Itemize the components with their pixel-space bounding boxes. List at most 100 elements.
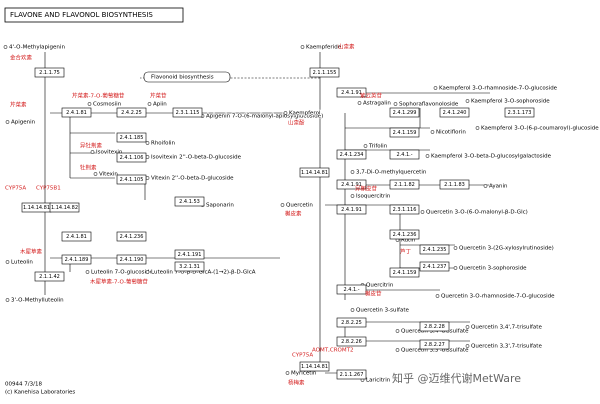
compound-label: Kaempferol 3-O-beta-D-glucosylgalactosid…	[431, 154, 552, 160]
compound-label: Quercetin 3-O-(6-O-malonyl-β-D-Glc)	[426, 210, 528, 216]
compound-dot	[395, 329, 400, 333]
compound-label: 4'-O-Methylapigenin	[9, 45, 65, 51]
enzyme-label: 1.14.14.81	[301, 364, 328, 370]
compound-label: Rhoifolin	[151, 141, 176, 147]
compound-dot	[87, 102, 92, 106]
compound-dot	[147, 102, 152, 106]
compound-dot	[453, 246, 458, 250]
enzyme-label: 2.4.1.53	[179, 199, 200, 205]
enzyme-box	[419, 244, 450, 255]
compound-dot	[5, 298, 10, 302]
compound-label: Kaempferide	[306, 45, 342, 51]
compound-dot	[145, 270, 150, 274]
enzyme-label: 2.4.1.-	[396, 152, 412, 158]
compound-label: 3,7-Di-O-methylquercetin	[356, 170, 427, 176]
compound-dot	[5, 120, 10, 124]
enzyme-box	[116, 254, 147, 265]
enzyme-box	[389, 204, 420, 215]
compound-label: Quercetin 3,3'-bissulfate	[401, 348, 469, 354]
compound-dot	[350, 170, 355, 174]
enzyme-label: 2.4.1.91	[341, 182, 362, 188]
annotation: AOMT,CROMT2	[312, 348, 353, 354]
compound-dot	[5, 260, 10, 264]
compound-label: Quercetin 3,4'-bissulfate	[401, 329, 469, 335]
enzyme-box	[419, 321, 450, 332]
enzyme-box	[336, 204, 367, 215]
enzyme-label: 2.3.1.173	[508, 110, 532, 116]
compound-dot	[420, 210, 425, 214]
compound-label: Apigenin 7-O-(6-malonyl-apiosylglucoside…	[206, 114, 323, 120]
enzyme-box	[116, 174, 147, 185]
enzyme-label: 2.3.1.115	[176, 110, 200, 116]
compound-label: Isovitexin	[96, 150, 123, 156]
enzyme-box	[174, 249, 205, 260]
enzyme-label: 2.1.1.42	[39, 274, 60, 280]
compound-dot	[453, 266, 458, 270]
compound-label: Vitexin	[99, 172, 118, 178]
enzyme-label: 2.4.1.235	[423, 247, 447, 253]
enzyme-box	[61, 231, 92, 242]
compound-dot	[425, 154, 430, 158]
compound-label: Laricitrin	[366, 378, 391, 384]
enzyme-label: 2.8.2.26	[341, 339, 362, 345]
compound-label: Quercetin 3-sulfate	[356, 308, 409, 314]
compound-dot	[93, 172, 98, 176]
compound-dot	[350, 194, 355, 198]
annotation: 紫云英苷	[360, 92, 383, 100]
compound-dot	[357, 101, 362, 105]
enzyme-label: 2.8.2.27	[424, 342, 445, 348]
enzyme-label: 2.4.1.105	[120, 177, 144, 183]
enzyme-box	[34, 67, 65, 78]
enzyme-box	[419, 261, 450, 272]
compound-label: Kaempferol	[289, 111, 321, 117]
enzyme-label: 1.14.14.81	[23, 205, 50, 211]
compound-label: Flavonoid biosynthesis	[151, 75, 214, 81]
annotation: 异牡荆素	[80, 142, 103, 150]
enzyme-box	[61, 254, 92, 265]
watermark: 知乎 @迈维代谢MetWare	[392, 371, 521, 385]
enzyme-label: 2.4.1.81	[66, 234, 87, 240]
enzyme-box	[389, 107, 420, 118]
enzyme-box	[389, 179, 420, 190]
enzyme-label: 2.4.1.-	[343, 287, 359, 293]
compound-dot	[465, 99, 470, 103]
enzyme-box	[174, 196, 205, 207]
compound-label: Cosmosiin	[93, 102, 122, 108]
compound-dot	[145, 155, 150, 159]
compound-label: Kaempferol 3-O-(6-p-coumaroyl)-glucoside	[481, 126, 599, 132]
compound-dot	[393, 102, 398, 106]
compound-dot	[433, 86, 438, 90]
compound-label: Isovitexin 2''-O-beta-D-glucoside	[151, 155, 242, 161]
enzyme-box	[336, 87, 367, 98]
enzyme-box	[116, 231, 147, 242]
enzyme-box	[61, 107, 92, 118]
enzyme-label: 2.1.1.75	[39, 70, 60, 76]
compound-dot	[145, 141, 150, 145]
enzyme-label: 2.4.1.234	[340, 152, 364, 158]
enzyme-box	[389, 229, 420, 240]
enzyme-label: 2.4.1.91	[341, 207, 362, 213]
compound-label: Luteolin	[11, 260, 33, 266]
compound-label: Apigenin	[11, 120, 36, 126]
compound-label: Kaempferol 3-O-rhamnoside-7-O-glucoside	[439, 86, 558, 92]
enzyme-box	[299, 361, 330, 372]
compound-label: Quercetin 3-sophoroside	[459, 266, 527, 272]
enzyme-box	[34, 271, 65, 282]
compound-dot	[483, 184, 488, 188]
compound-label: Quercetin 3,4',7-trisulfate	[471, 325, 542, 331]
enzyme-box	[336, 369, 367, 380]
annotation: 芹菜素-7-O-葡萄糖苷	[72, 92, 125, 100]
enzyme-label: 1.14.14.81	[301, 170, 328, 176]
compound-label: Saponarin	[206, 203, 234, 209]
enzyme-label: 2.8.2.25	[341, 320, 362, 326]
compound-dot	[435, 294, 440, 298]
compound-label: Luteolin 7-O-β-D-GlcA-(1→2)-β-D-GlcA	[151, 270, 256, 276]
compound-dot	[475, 126, 480, 130]
enzyme-label: 2.4.1.159	[393, 130, 417, 136]
enzyme-label: 2.4.1.236	[393, 232, 417, 238]
enzyme-box	[419, 339, 450, 350]
annotation: 金合欢素	[10, 54, 33, 62]
enzyme-label: 2.1.1.83	[444, 182, 465, 188]
enzyme-label: 2.4.1.240	[443, 110, 467, 116]
enzyme-box	[309, 67, 340, 78]
